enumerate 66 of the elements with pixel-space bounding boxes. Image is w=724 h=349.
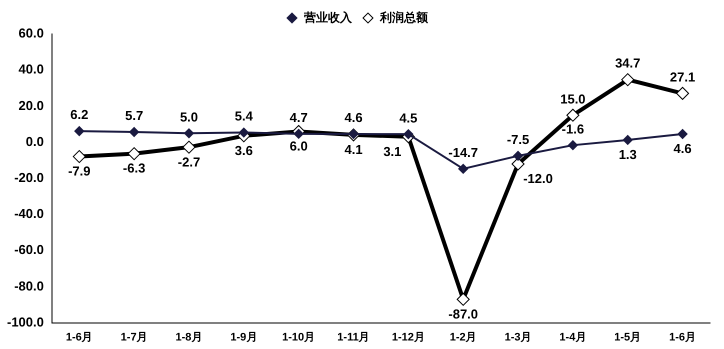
x-tick-label: 1-5月 (614, 331, 642, 344)
point (566, 108, 580, 122)
data-label: -14.7 (448, 144, 478, 160)
point (238, 128, 249, 138)
point (513, 150, 524, 161)
data-label: 4.6 (674, 141, 692, 156)
data-label: 5.0 (180, 109, 198, 124)
data-label: 4.7 (290, 110, 308, 125)
data-label: -2.7 (178, 154, 200, 170)
data-label: 4.1 (344, 142, 363, 157)
point (456, 292, 470, 306)
x-tick-label: 1-8月 (176, 331, 202, 344)
x-tick-label: 1-4月 (559, 331, 586, 344)
data-label: 3.1 (383, 144, 402, 159)
y-tick-label: -80.0 (14, 278, 44, 294)
data-label: 15.0 (560, 91, 586, 106)
point (182, 140, 196, 154)
y-tick-label: -40.0 (14, 206, 44, 222)
data-label: -12.0 (523, 171, 553, 186)
point (512, 157, 525, 170)
data-label: -7.9 (68, 164, 90, 179)
point (74, 126, 84, 136)
data-label: 4.6 (344, 110, 363, 126)
data-label: 34.7 (615, 56, 640, 71)
y-tick-label: 0.0 (26, 134, 44, 149)
data-label: -6.3 (122, 160, 146, 176)
point (568, 140, 578, 150)
point (72, 150, 86, 164)
y-tick-label: 60.0 (18, 26, 44, 41)
data-label: 6.2 (70, 107, 88, 122)
data-label: 5.7 (125, 108, 144, 124)
data-label: 4.5 (399, 110, 418, 126)
data-label: 5.4 (234, 108, 254, 124)
x-tick-label: 1-6月 (66, 331, 93, 344)
x-tick-label: 1-2月 (450, 331, 477, 344)
y-tick-label: -100.0 (6, 314, 44, 330)
point (458, 164, 468, 174)
legend-label: 营业收入 (303, 10, 353, 24)
y-tick-label: -20.0 (14, 170, 44, 185)
legend-label: 利润总额 (379, 10, 429, 24)
data-label: 27.1 (670, 69, 696, 84)
x-tick-label: 1-12月 (392, 331, 425, 344)
point (403, 129, 414, 140)
point (294, 128, 304, 139)
y-tick-label: -60.0 (14, 242, 44, 258)
point (128, 147, 141, 160)
point (621, 73, 634, 86)
point (622, 134, 633, 145)
point (129, 127, 140, 138)
data-label: 3.6 (234, 142, 253, 158)
data-label: 1.3 (618, 147, 637, 162)
x-tick-label: 1-10月 (282, 331, 316, 344)
x-tick-label: 1-6月 (669, 331, 696, 344)
point (678, 128, 688, 139)
y-tick-label: 20.0 (18, 98, 44, 113)
x-tick-label: 1-11月 (337, 331, 370, 344)
x-tick-label: 1-3月 (504, 331, 532, 344)
point (676, 86, 690, 100)
data-label: -7.5 (506, 132, 530, 147)
x-tick-label: 1-7月 (120, 331, 148, 344)
data-label: -1.6 (562, 121, 584, 136)
x-tick-label: 1-9月 (230, 331, 258, 344)
data-label: -87.0 (448, 306, 478, 322)
y-tick-label: 40.0 (18, 62, 44, 77)
data-label: 6.0 (290, 138, 308, 154)
point (184, 128, 194, 138)
